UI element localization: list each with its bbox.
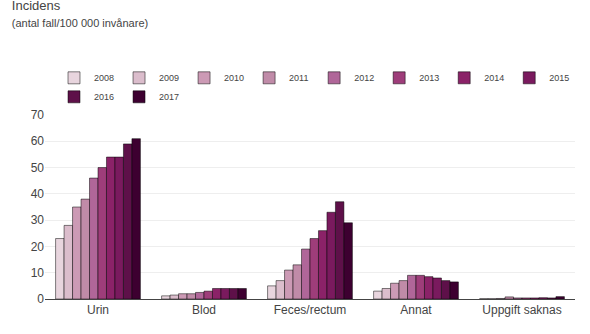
- svg-text:2010: 2010: [224, 73, 244, 83]
- svg-text:40: 40: [31, 187, 45, 201]
- svg-text:Uppgift saknas: Uppgift saknas: [482, 303, 561, 317]
- svg-text:2017: 2017: [159, 92, 179, 102]
- svg-text:20: 20: [31, 240, 45, 254]
- svg-text:2012: 2012: [354, 73, 374, 83]
- svg-text:0: 0: [37, 292, 44, 306]
- svg-text:70: 70: [31, 108, 45, 122]
- svg-text:2014: 2014: [484, 73, 504, 83]
- svg-text:2009: 2009: [159, 73, 179, 83]
- svg-text:60: 60: [31, 134, 45, 148]
- svg-text:Incidens(antal fall/100 000 in: Incidens(antal fall/100 000 invånare): [12, 0, 148, 29]
- svg-text:Feces/rectum: Feces/rectum: [274, 303, 347, 317]
- svg-text:2013: 2013: [419, 73, 439, 83]
- svg-text:2011: 2011: [289, 73, 308, 83]
- svg-text:Urin: Urin: [87, 303, 109, 317]
- svg-text:30: 30: [31, 213, 45, 227]
- svg-text:Annat: Annat: [400, 303, 432, 317]
- svg-text:2016: 2016: [94, 92, 114, 102]
- svg-text:2015: 2015: [549, 73, 569, 83]
- svg-text:2008: 2008: [94, 73, 114, 83]
- svg-text:50: 50: [31, 161, 45, 175]
- svg-text:10: 10: [31, 266, 45, 280]
- svg-text:Blod: Blod: [192, 303, 216, 317]
